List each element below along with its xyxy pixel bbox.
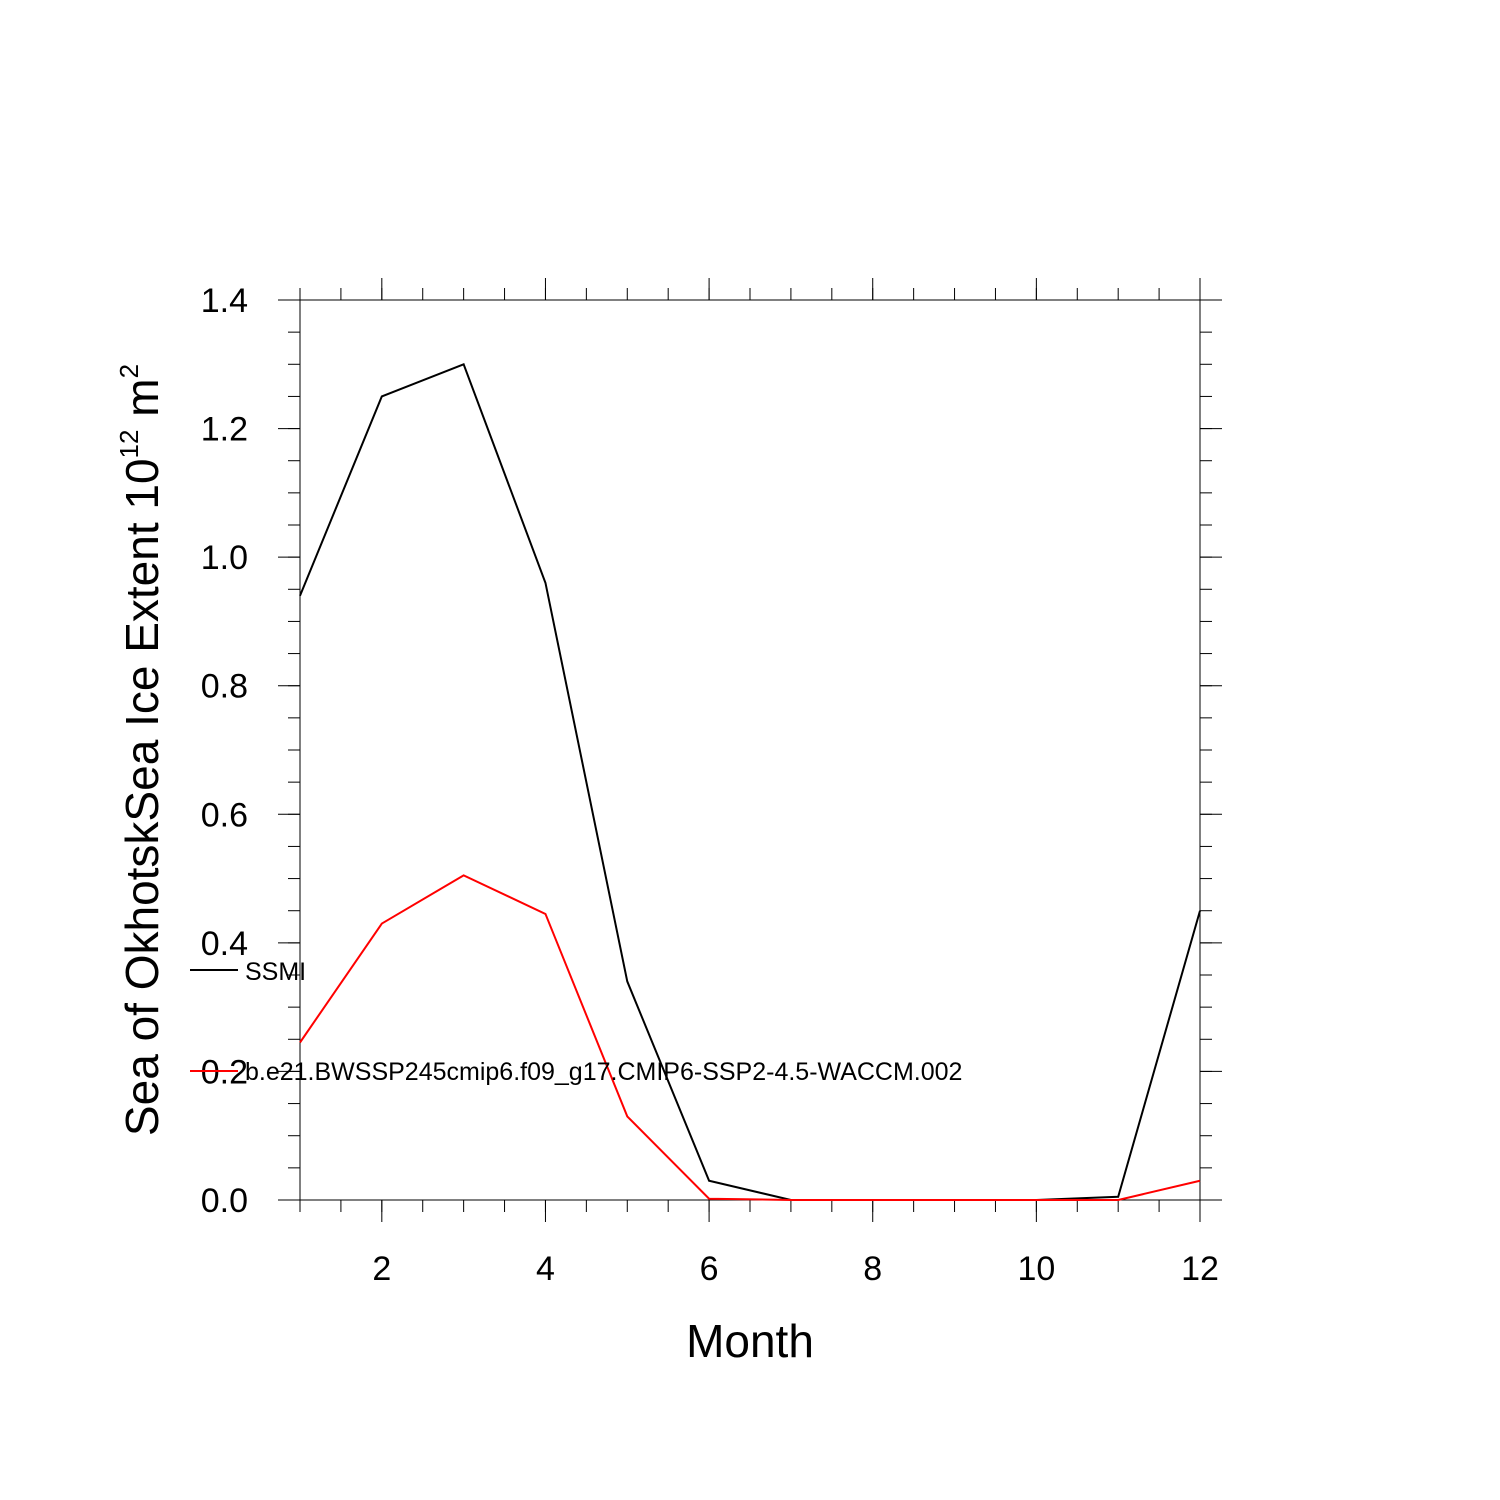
y-tick-label: 1.0	[201, 539, 248, 577]
legend-label-ssmi: SSMI	[245, 958, 306, 986]
y-tick-label: 0.8	[201, 668, 248, 706]
y-axis-title-exponent: 12	[114, 430, 144, 459]
series-line-1	[299, 874, 1201, 1201]
x-axis-title: Month	[686, 1315, 814, 1367]
y-tick-label: 1.2	[201, 411, 248, 449]
y-axis-title: Sea of OkhotskSea Ice Extent 1012 m2	[114, 364, 168, 1136]
x-tick-label: 4	[536, 1250, 555, 1288]
y-tick-label: 0.2	[201, 1053, 248, 1091]
y-axis-title-unit: m	[116, 378, 168, 429]
major-ticks	[278, 278, 1222, 1222]
x-tick-label: 10	[1017, 1250, 1055, 1288]
x-tick-label: 6	[700, 1250, 719, 1288]
y-tick-label: 0.6	[201, 796, 248, 834]
legend-label-waccm: b.e21.BWSSP245cmip6.f09_g17.CMIP6-SSP2-4…	[245, 1058, 962, 1086]
y-tick-label: 0.4	[201, 925, 248, 963]
y-tick-label: 0.0	[201, 1182, 248, 1220]
x-tick-label: 2	[372, 1250, 391, 1288]
y-axis-title-unit-exponent: 2	[114, 364, 144, 378]
y-tick-labels: 0.0 0.2 0.4 0.6 0.8 1.0 1.2 1.4	[201, 282, 248, 1220]
x-tick-label: 8	[863, 1250, 882, 1288]
series-lines	[299, 362, 1201, 1201]
y-axis-title-main: Sea of OkhotskSea Ice Extent 10	[116, 458, 168, 1136]
x-tick-label: 12	[1181, 1250, 1219, 1288]
y-tick-label: 1.4	[201, 282, 248, 320]
x-tick-labels: 2 4 6 8 10 12	[372, 1250, 1219, 1288]
legend: SSMI b.e21.BWSSP245cmip6.f09_g17.CMIP6-S…	[190, 958, 962, 1086]
